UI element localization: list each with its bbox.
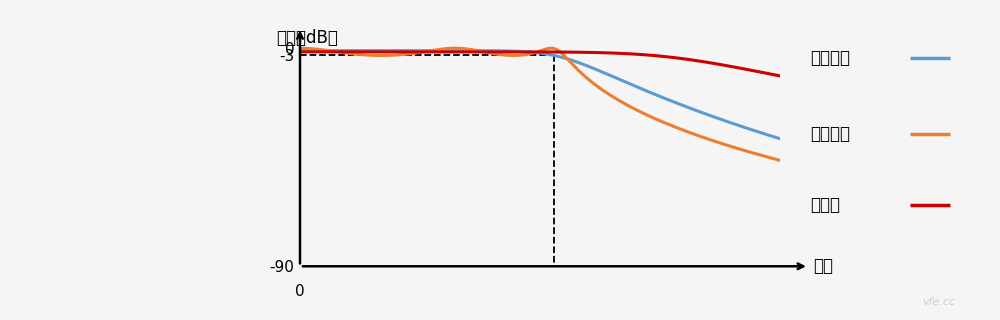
Text: vfe.cc: vfe.cc (922, 297, 955, 307)
Text: 频率: 频率 (814, 257, 834, 275)
Text: 巴特沃斯: 巴特沃斯 (810, 49, 850, 67)
Text: 切比雪夫: 切比雪夫 (810, 125, 850, 143)
Text: 贝塞尔: 贝塞尔 (810, 196, 840, 214)
Text: 幅值（dB）: 幅值（dB） (276, 29, 338, 47)
